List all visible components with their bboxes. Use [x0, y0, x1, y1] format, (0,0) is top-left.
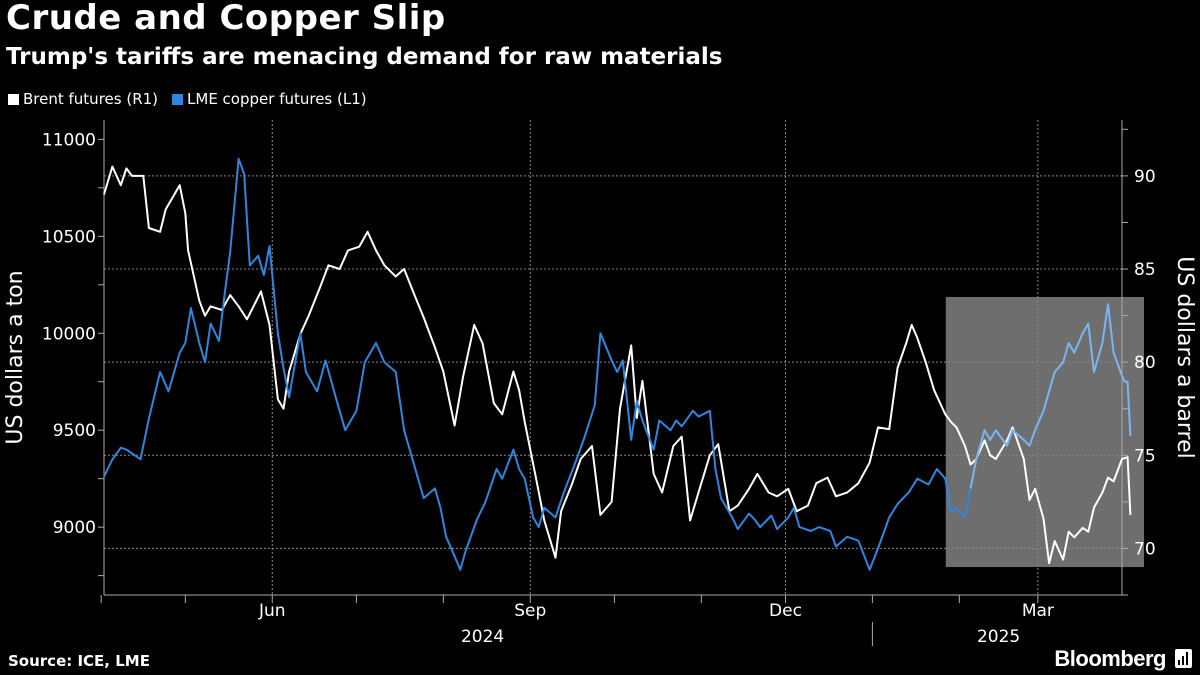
right-tick-label: 75 — [1134, 446, 1156, 466]
left-tick-label: 10500 — [42, 227, 96, 247]
left-tick-label: 9500 — [53, 421, 96, 441]
legend-item-copper: LME copper futures (L1) — [172, 90, 367, 108]
year-label: 2024 — [461, 627, 504, 647]
legend-label-copper: LME copper futures (L1) — [187, 90, 367, 108]
legend-item-brent: Brent futures (R1) — [8, 90, 158, 108]
year-label: 2025 — [977, 627, 1020, 647]
bloomberg-bar-icon — [1175, 649, 1192, 668]
legend-label-brent: Brent futures (R1) — [23, 90, 159, 108]
legend-swatch-brent — [8, 93, 19, 105]
chart-subtitle: Trump's tariffs are menacing demand for … — [6, 44, 723, 70]
series-line-brent — [103, 165, 1132, 565]
x-tick-label: Jun — [258, 601, 286, 621]
right-axis-title: US dollars a barrel — [1172, 256, 1197, 458]
bloomberg-logo: Bloomberg — [1054, 646, 1166, 671]
left-axis-title: US dollars a ton — [3, 270, 28, 444]
right-tick-label: 70 — [1134, 539, 1156, 559]
right-tick-label: 80 — [1134, 353, 1156, 373]
right-tick-label: 90 — [1134, 167, 1156, 187]
x-tick-label: Sep — [514, 601, 546, 621]
legend: Brent futures (R1) LME copper futures (L… — [8, 90, 367, 108]
x-tick-label: Mar — [1022, 601, 1054, 621]
left-tick-label: 10000 — [42, 324, 96, 344]
chart-title: Crude and Copper Slip — [6, 0, 446, 38]
legend-swatch-copper — [172, 93, 184, 105]
left-tick-label: 11000 — [42, 130, 96, 150]
x-tick-label: Dec — [769, 601, 802, 621]
series-line-copper-highlighted — [969, 303, 1132, 489]
source-note: Source: ICE, LME — [8, 652, 150, 670]
left-tick-label: 9000 — [53, 518, 96, 538]
right-tick-label: 85 — [1134, 260, 1156, 280]
